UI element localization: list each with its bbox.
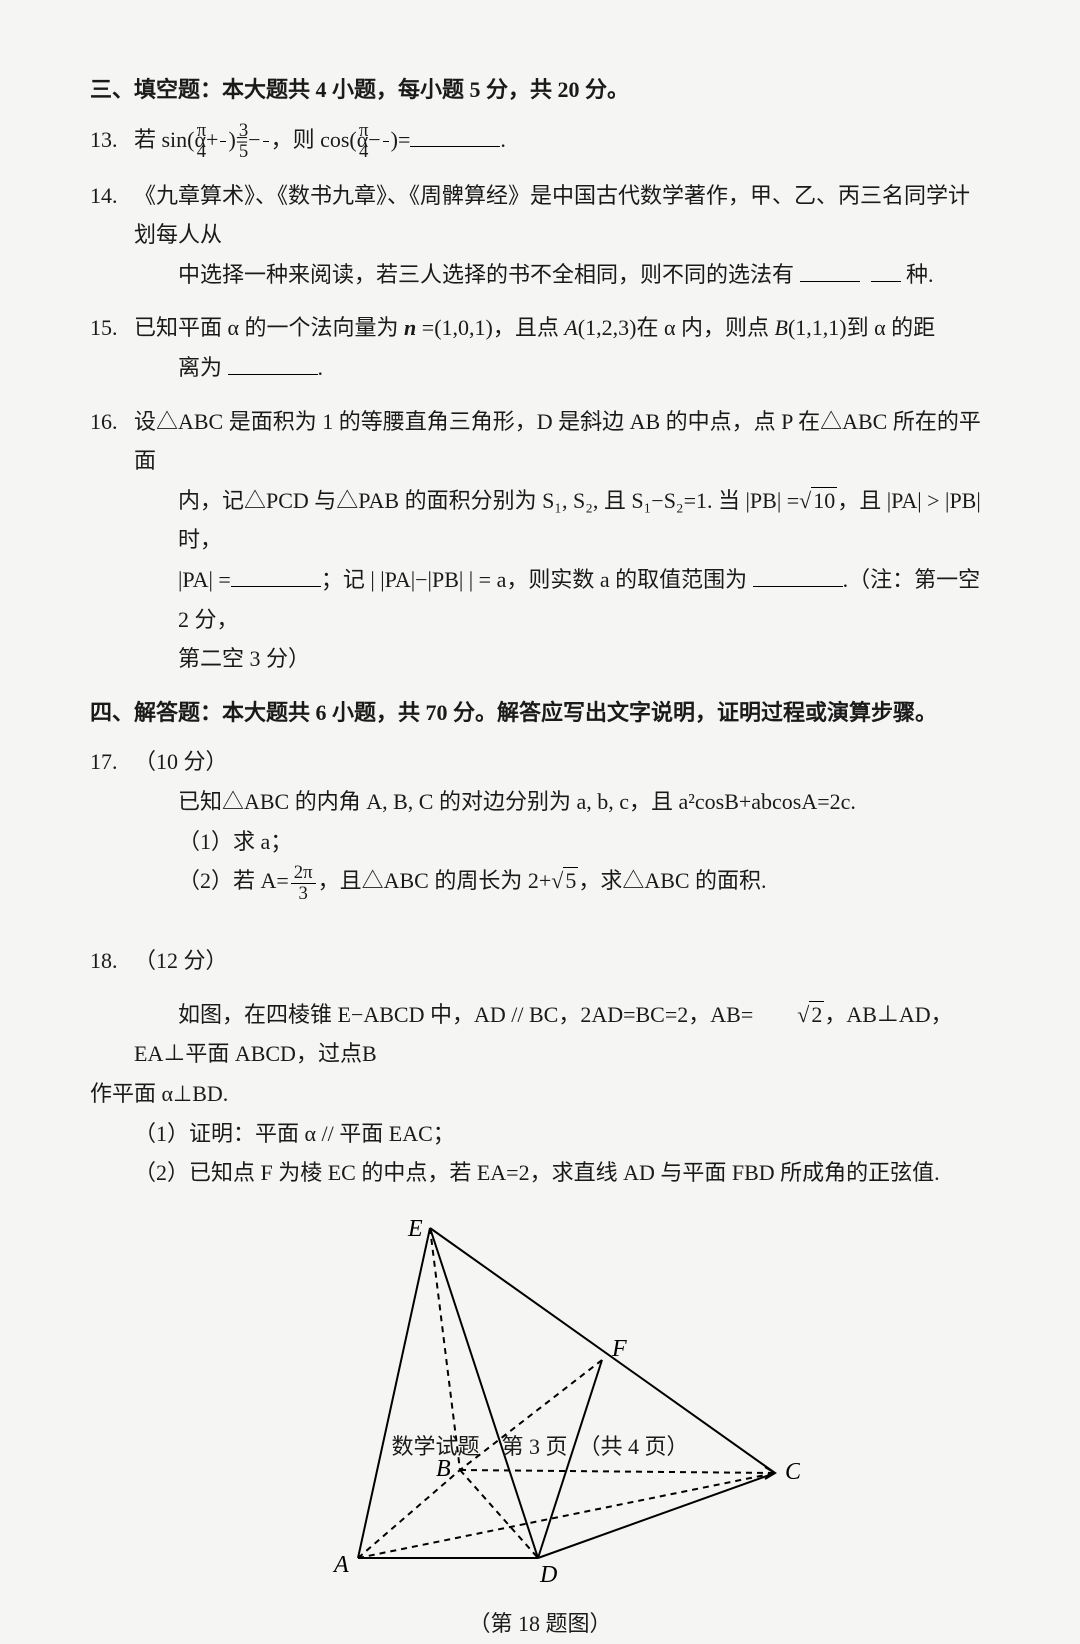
- page-footer: 数学试题 第 3 页 （共 4 页）: [0, 1427, 1080, 1467]
- pyramid-diagram: EFCBAD: [280, 1208, 800, 1588]
- q13-frac3: π4: [383, 121, 389, 161]
- q18-body: 如图，在四棱锥 E−ABCD 中，AD // BC，2AD=BC=2，AB=2，…: [90, 995, 990, 1193]
- q18-num: 18.: [90, 941, 134, 981]
- q15: 15.已知平面 α 的一个法向量为 n =(1,0,1)，且点 A(1,2,3)…: [90, 308, 990, 387]
- q16: 16.设△ABC 是面积为 1 的等腰直角三角形，D 是斜边 AB 的中点，点 …: [90, 402, 990, 679]
- q18-diagram: EFCBAD （第 18 题图）: [90, 1208, 990, 1644]
- q15-num: 15.: [90, 308, 134, 348]
- q13-frac1: π4: [220, 121, 226, 161]
- q16-blank2: [753, 565, 843, 587]
- q17-sqrt5: 5: [551, 861, 578, 901]
- svg-text:E: E: [407, 1216, 423, 1242]
- svg-text:D: D: [539, 1562, 557, 1588]
- q13: 13.若 sin(α+π4)=−35，则 cos(α−π4)=.: [90, 120, 990, 162]
- svg-text:A: A: [332, 1552, 349, 1578]
- q14-blank2: [871, 260, 901, 282]
- q14: 14.《九章算术》、《数书九章》、《周髀算经》是中国古代数学著作，甲、乙、丙三名…: [90, 176, 990, 295]
- q16-blank1: [231, 565, 321, 587]
- q15-blank: [228, 353, 318, 375]
- q16-sqrt10: 10: [799, 481, 837, 521]
- q17-frac: 2π3: [291, 863, 316, 903]
- q13-frac2: 35: [263, 121, 269, 161]
- q16-num: 16.: [90, 402, 134, 442]
- q18-sqrt2: 2: [753, 995, 824, 1035]
- q14-num: 14.: [90, 176, 134, 216]
- q18-diagram-caption: （第 18 题图）: [90, 1604, 990, 1644]
- q17: 17.（10 分） 已知△ABC 的内角 A, B, C 的对边分别为 a, b…: [90, 742, 990, 903]
- svg-text:F: F: [611, 1336, 627, 1362]
- section-4-header: 四、解答题：本大题共 6 小题，共 70 分。解答应写出文字说明，证明过程或演算…: [90, 693, 990, 733]
- q17-num: 17.: [90, 742, 134, 782]
- q18: 18.（12 分）: [90, 941, 990, 981]
- q14-blank1: [800, 260, 860, 282]
- q13-num: 13.: [90, 120, 134, 160]
- section-3-header: 三、填空题：本大题共 4 小题，每小题 5 分，共 20 分。: [90, 70, 990, 110]
- q13-blank: [410, 125, 500, 147]
